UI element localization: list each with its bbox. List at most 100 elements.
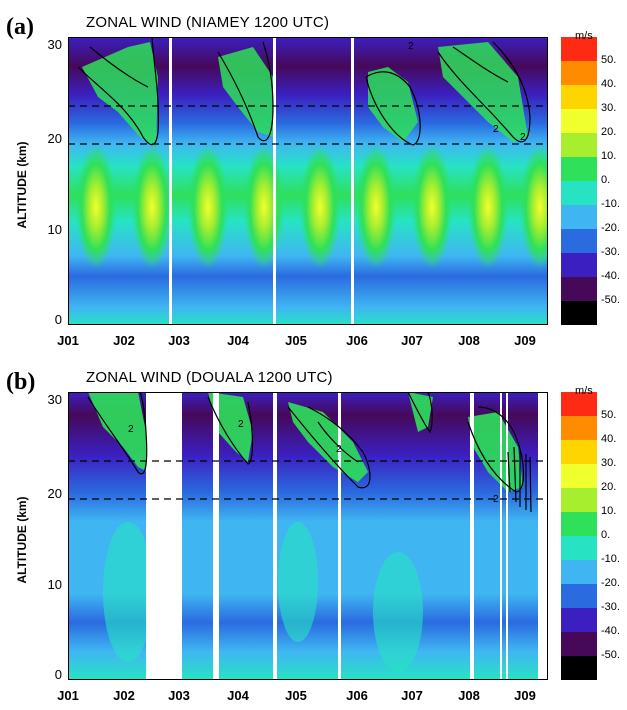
colorbar-tick-label: -10. bbox=[601, 553, 620, 565]
y-tick-label: 30 bbox=[47, 37, 62, 52]
missing-data-gap bbox=[169, 37, 172, 325]
contour-label: 2 bbox=[238, 419, 244, 430]
jet-core bbox=[520, 145, 548, 269]
contour-label: 2 bbox=[128, 424, 134, 435]
colorbar-swatch bbox=[561, 464, 597, 489]
heatmap-plot: 2 2 2 2 bbox=[68, 392, 548, 680]
colorbar-swatch bbox=[561, 61, 597, 86]
y-tick-label: 30 bbox=[47, 392, 62, 407]
x-tick-label: J07 bbox=[401, 333, 423, 348]
colorbar-tick-label: -10. bbox=[601, 198, 620, 210]
colorbar-swatch bbox=[561, 656, 597, 680]
chart-title: ZONAL WIND (NIAMEY 1200 UTC) bbox=[86, 14, 330, 31]
missing-data-gap bbox=[146, 392, 182, 680]
heatmap-plot: 2 2 2 bbox=[68, 37, 548, 325]
x-tick-label: J09 bbox=[514, 333, 536, 348]
contour-label: 2 bbox=[336, 444, 342, 455]
colorbar-tick-label: -50. bbox=[601, 294, 620, 306]
colorbar-swatch bbox=[561, 85, 597, 110]
missing-data-gap bbox=[273, 37, 276, 325]
x-tick-label: J07 bbox=[401, 688, 423, 703]
colorbar-tick-label: 30. bbox=[601, 102, 617, 114]
chart-title: ZONAL WIND (DOUALA 1200 UTC) bbox=[86, 369, 333, 386]
colorbar-swatch bbox=[561, 536, 597, 561]
colorbar-unit: m/s bbox=[575, 30, 593, 42]
contour-label: 2 bbox=[520, 132, 526, 143]
colorbar-tick-label: 10. bbox=[601, 150, 617, 162]
y-tick-label: 0 bbox=[54, 312, 62, 327]
colorbar-swatch bbox=[561, 632, 597, 657]
jet-core bbox=[132, 145, 172, 269]
jet-core bbox=[188, 145, 228, 269]
colorbar-swatch bbox=[561, 133, 597, 158]
colorbar-tick-label: 20. bbox=[601, 126, 617, 138]
colorbar-swatch bbox=[561, 157, 597, 182]
missing-data-gap bbox=[500, 392, 502, 680]
colorbar-tick-label: -30. bbox=[601, 246, 620, 258]
x-tick-label: J08 bbox=[458, 333, 480, 348]
colorbar-tick-label: -20. bbox=[601, 222, 620, 234]
jet-core bbox=[468, 145, 508, 269]
colorbar-tick-label: 0. bbox=[601, 529, 611, 541]
panel-label: (b) bbox=[6, 369, 36, 395]
x-tick-label: J06 bbox=[346, 333, 368, 348]
colorbar-tick-label: 40. bbox=[601, 433, 617, 445]
colorbar-swatch bbox=[561, 109, 597, 134]
y-tick-label: 20 bbox=[47, 131, 62, 146]
colorbar-unit: m/s bbox=[575, 385, 593, 397]
x-tick-label: J03 bbox=[168, 333, 190, 348]
missing-data-gap bbox=[351, 37, 354, 325]
jet-core bbox=[412, 145, 452, 269]
colorbar-tick-label: 50. bbox=[601, 409, 617, 421]
colorbar-swatch bbox=[561, 584, 597, 609]
colorbar-tick-label: -40. bbox=[601, 270, 620, 282]
colorbar-tick-label: -30. bbox=[601, 601, 620, 613]
x-tick-label: J04 bbox=[227, 333, 249, 348]
colorbar-swatch bbox=[561, 392, 597, 417]
colorbar-swatch bbox=[561, 205, 597, 230]
colorbar-swatch bbox=[561, 229, 597, 254]
colorbar bbox=[561, 392, 597, 680]
colorbar-swatch bbox=[561, 416, 597, 441]
contour-label: 2 bbox=[408, 41, 414, 52]
y-tick-label: 10 bbox=[47, 577, 62, 592]
colorbar-swatch bbox=[561, 301, 597, 325]
panel-b: (b) ZONAL WIND (DOUALA 1200 UTC) ALTITUD… bbox=[6, 369, 620, 703]
colorbar bbox=[561, 37, 597, 325]
colorbar-tick-label: 20. bbox=[601, 481, 617, 493]
x-tick-label: J04 bbox=[227, 688, 249, 703]
colorbar-swatch bbox=[561, 608, 597, 633]
colorbar-swatch bbox=[561, 37, 597, 62]
contour-label: 2 bbox=[493, 494, 499, 505]
colorbar-swatch bbox=[561, 253, 597, 278]
missing-data-gap bbox=[506, 392, 508, 680]
colorbar-tick-label: 0. bbox=[601, 174, 611, 186]
x-tick-label: J01 bbox=[57, 688, 79, 703]
colorbar-swatch bbox=[561, 440, 597, 465]
jet-core bbox=[356, 145, 396, 269]
x-tick-label: J05 bbox=[285, 688, 307, 703]
colorbar-tick-label: -20. bbox=[601, 577, 620, 589]
y-tick-label: 20 bbox=[47, 486, 62, 501]
x-tick-label: J06 bbox=[346, 688, 368, 703]
jet-core bbox=[244, 145, 284, 269]
colorbar-tick-label: -50. bbox=[601, 649, 620, 661]
colorbar-swatch bbox=[561, 277, 597, 302]
colorbar-swatch bbox=[561, 512, 597, 537]
jet-core bbox=[300, 145, 340, 269]
y-tick-label: 10 bbox=[47, 222, 62, 237]
x-tick-label: J03 bbox=[168, 688, 190, 703]
colorbar-swatch bbox=[561, 560, 597, 585]
missing-data-gap bbox=[470, 392, 474, 680]
x-tick-label: J02 bbox=[113, 333, 135, 348]
missing-data-gap bbox=[338, 392, 341, 680]
colorbar-tick-label: 40. bbox=[601, 78, 617, 90]
missing-data-gap bbox=[213, 392, 219, 680]
x-tick-label: J09 bbox=[514, 688, 536, 703]
colorbar-tick-label: 10. bbox=[601, 505, 617, 517]
colorbar-swatch bbox=[561, 488, 597, 513]
missing-data-gap bbox=[538, 392, 548, 680]
colorbar-tick-label: 50. bbox=[601, 54, 617, 66]
missing-data-gap bbox=[273, 392, 277, 680]
y-tick-label: 0 bbox=[54, 667, 62, 682]
